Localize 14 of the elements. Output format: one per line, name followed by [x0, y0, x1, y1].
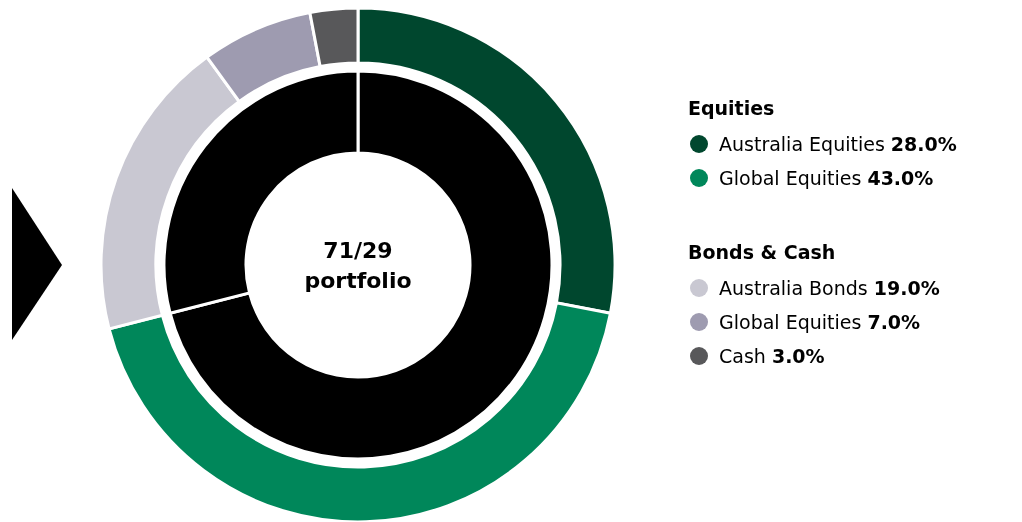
data-label: 28.0%: [890, 133, 957, 155]
legend-label: Australia Equities: [719, 133, 885, 155]
data-label: 7.0%: [867, 311, 921, 333]
text: portfolio: [304, 268, 412, 293]
text: 71/29: [323, 238, 393, 263]
category-label: Equities: [688, 97, 775, 119]
category-label: Bonds & Cash: [688, 241, 836, 263]
legend-label: Global Equities: [719, 311, 862, 333]
legend-label: Global Equities: [719, 167, 862, 189]
data-label: 19.0%: [873, 277, 940, 299]
legend-label: Australia Bonds: [719, 277, 868, 299]
legend-label: Cash: [719, 345, 766, 367]
data-label: 43.0%: [867, 167, 934, 189]
data-label: 3.0%: [771, 345, 825, 367]
